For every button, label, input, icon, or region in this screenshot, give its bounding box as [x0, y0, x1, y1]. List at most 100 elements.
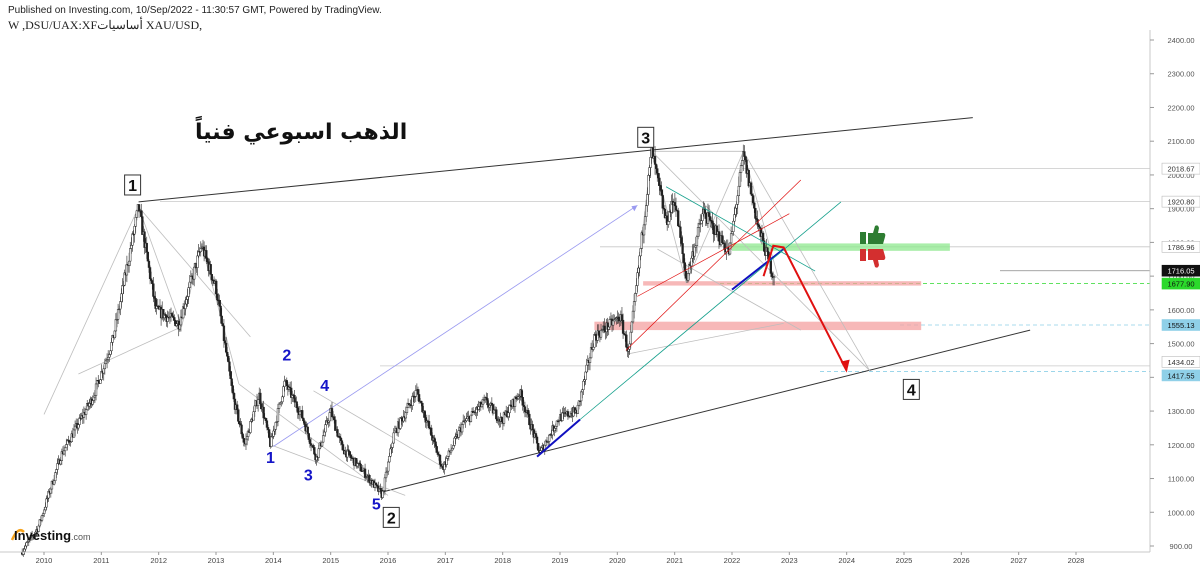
candle-body: [230, 378, 233, 386]
candle-body: [500, 417, 503, 423]
candle-body: [638, 255, 641, 269]
candle-body: [227, 356, 230, 363]
candle-body: [597, 330, 600, 336]
candle-body: [184, 303, 187, 309]
wave-label-minor: 4: [320, 378, 329, 395]
candle-body: [94, 383, 98, 396]
candle-body: [438, 454, 442, 465]
candle-body: [179, 316, 183, 326]
candle-body: [629, 331, 632, 345]
candle-body: [45, 498, 48, 508]
fib-line: [313, 390, 446, 469]
candle-body: [226, 351, 229, 357]
candle-body: [486, 398, 489, 406]
thumbs-down-icon: [860, 249, 886, 268]
candle-body: [527, 410, 530, 415]
candle-body: [134, 217, 137, 227]
wave-label-text: 1: [128, 178, 137, 195]
candle-body: [621, 319, 625, 334]
candle-body: [152, 283, 155, 297]
candle-body: [457, 430, 460, 438]
projection-arrow-head: [631, 205, 638, 212]
candle-body: [185, 299, 188, 305]
candle-body: [772, 276, 776, 279]
candle-body: [654, 164, 658, 169]
candle-body: [84, 409, 88, 415]
candle-body: [312, 445, 315, 448]
candle-body: [553, 428, 556, 431]
candle-body: [175, 323, 178, 327]
candle-body: [306, 426, 309, 434]
candle-body: [647, 175, 650, 195]
candle-body: [62, 450, 66, 455]
candle-body: [253, 405, 256, 412]
candle-body: [477, 406, 480, 410]
candle-body: [151, 280, 154, 285]
candle-body: [44, 506, 47, 511]
candle-body: [693, 246, 696, 257]
wave-labels: 1 2 3 4 1 2 3 4 5: [124, 126, 920, 528]
wave-label-text: 2: [387, 510, 396, 527]
x-tick-label: 2010: [36, 556, 53, 565]
y-tick-label: 1300.00: [1167, 407, 1194, 416]
candle-body: [695, 236, 699, 246]
price-tag-box: [1161, 264, 1200, 277]
candle-body: [480, 403, 484, 408]
candle-body: [682, 253, 685, 263]
candle-body: [717, 231, 721, 242]
candle-body: [417, 394, 421, 402]
logo-suffix: .com: [71, 532, 91, 542]
candle-body: [540, 447, 543, 451]
candle-body: [150, 278, 153, 281]
candle-body: [231, 385, 234, 394]
candle-body: [223, 340, 227, 344]
candle-body: [523, 406, 527, 412]
candle-body: [635, 285, 638, 294]
x-tick-label: 2018: [494, 556, 511, 565]
fib-line: [181, 245, 203, 327]
candle-body: [222, 325, 226, 341]
candle-body: [528, 413, 531, 426]
candle-body: [465, 418, 468, 422]
candle-body: [120, 293, 123, 302]
x-tick-label: 2025: [896, 556, 913, 565]
candle-body: [660, 190, 663, 196]
wave-label-box: [637, 126, 655, 148]
candle-body: [348, 451, 351, 456]
candle-body: [737, 185, 740, 196]
candle-body: [770, 273, 774, 277]
candle-body: [393, 430, 396, 434]
wave-label-major: 4: [902, 378, 920, 400]
candle-body: [632, 301, 636, 312]
bearish-zone: [643, 281, 922, 286]
candle-body: [469, 414, 473, 422]
candle-body: [24, 545, 27, 550]
candle-body: [630, 321, 634, 333]
candle-body: [341, 444, 345, 451]
candle-body: [270, 436, 273, 447]
candle-body: [625, 334, 628, 348]
candle-body: [125, 264, 129, 276]
candle-body: [110, 342, 113, 352]
candle-body: [416, 389, 420, 395]
candle-body: [636, 272, 639, 286]
candle-body: [146, 251, 150, 262]
candle-body: [433, 437, 436, 443]
candle-body: [266, 427, 270, 430]
candle-body: [646, 194, 649, 206]
candle-body: [256, 399, 260, 407]
annotation-title: الذهب اسبوعي فنياً: [195, 115, 407, 145]
candle-body: [721, 235, 724, 244]
candle-body: [285, 380, 288, 387]
candle-body: [734, 207, 737, 215]
candle-body: [205, 250, 208, 259]
fib-line: [685, 151, 744, 284]
candle-body: [534, 433, 538, 438]
candle-body: [387, 461, 390, 472]
candle-body: [135, 210, 138, 218]
candle-body: [449, 449, 453, 453]
candle-body: [137, 204, 141, 212]
bullish-zone: [732, 243, 950, 251]
candle-body: [108, 354, 111, 358]
